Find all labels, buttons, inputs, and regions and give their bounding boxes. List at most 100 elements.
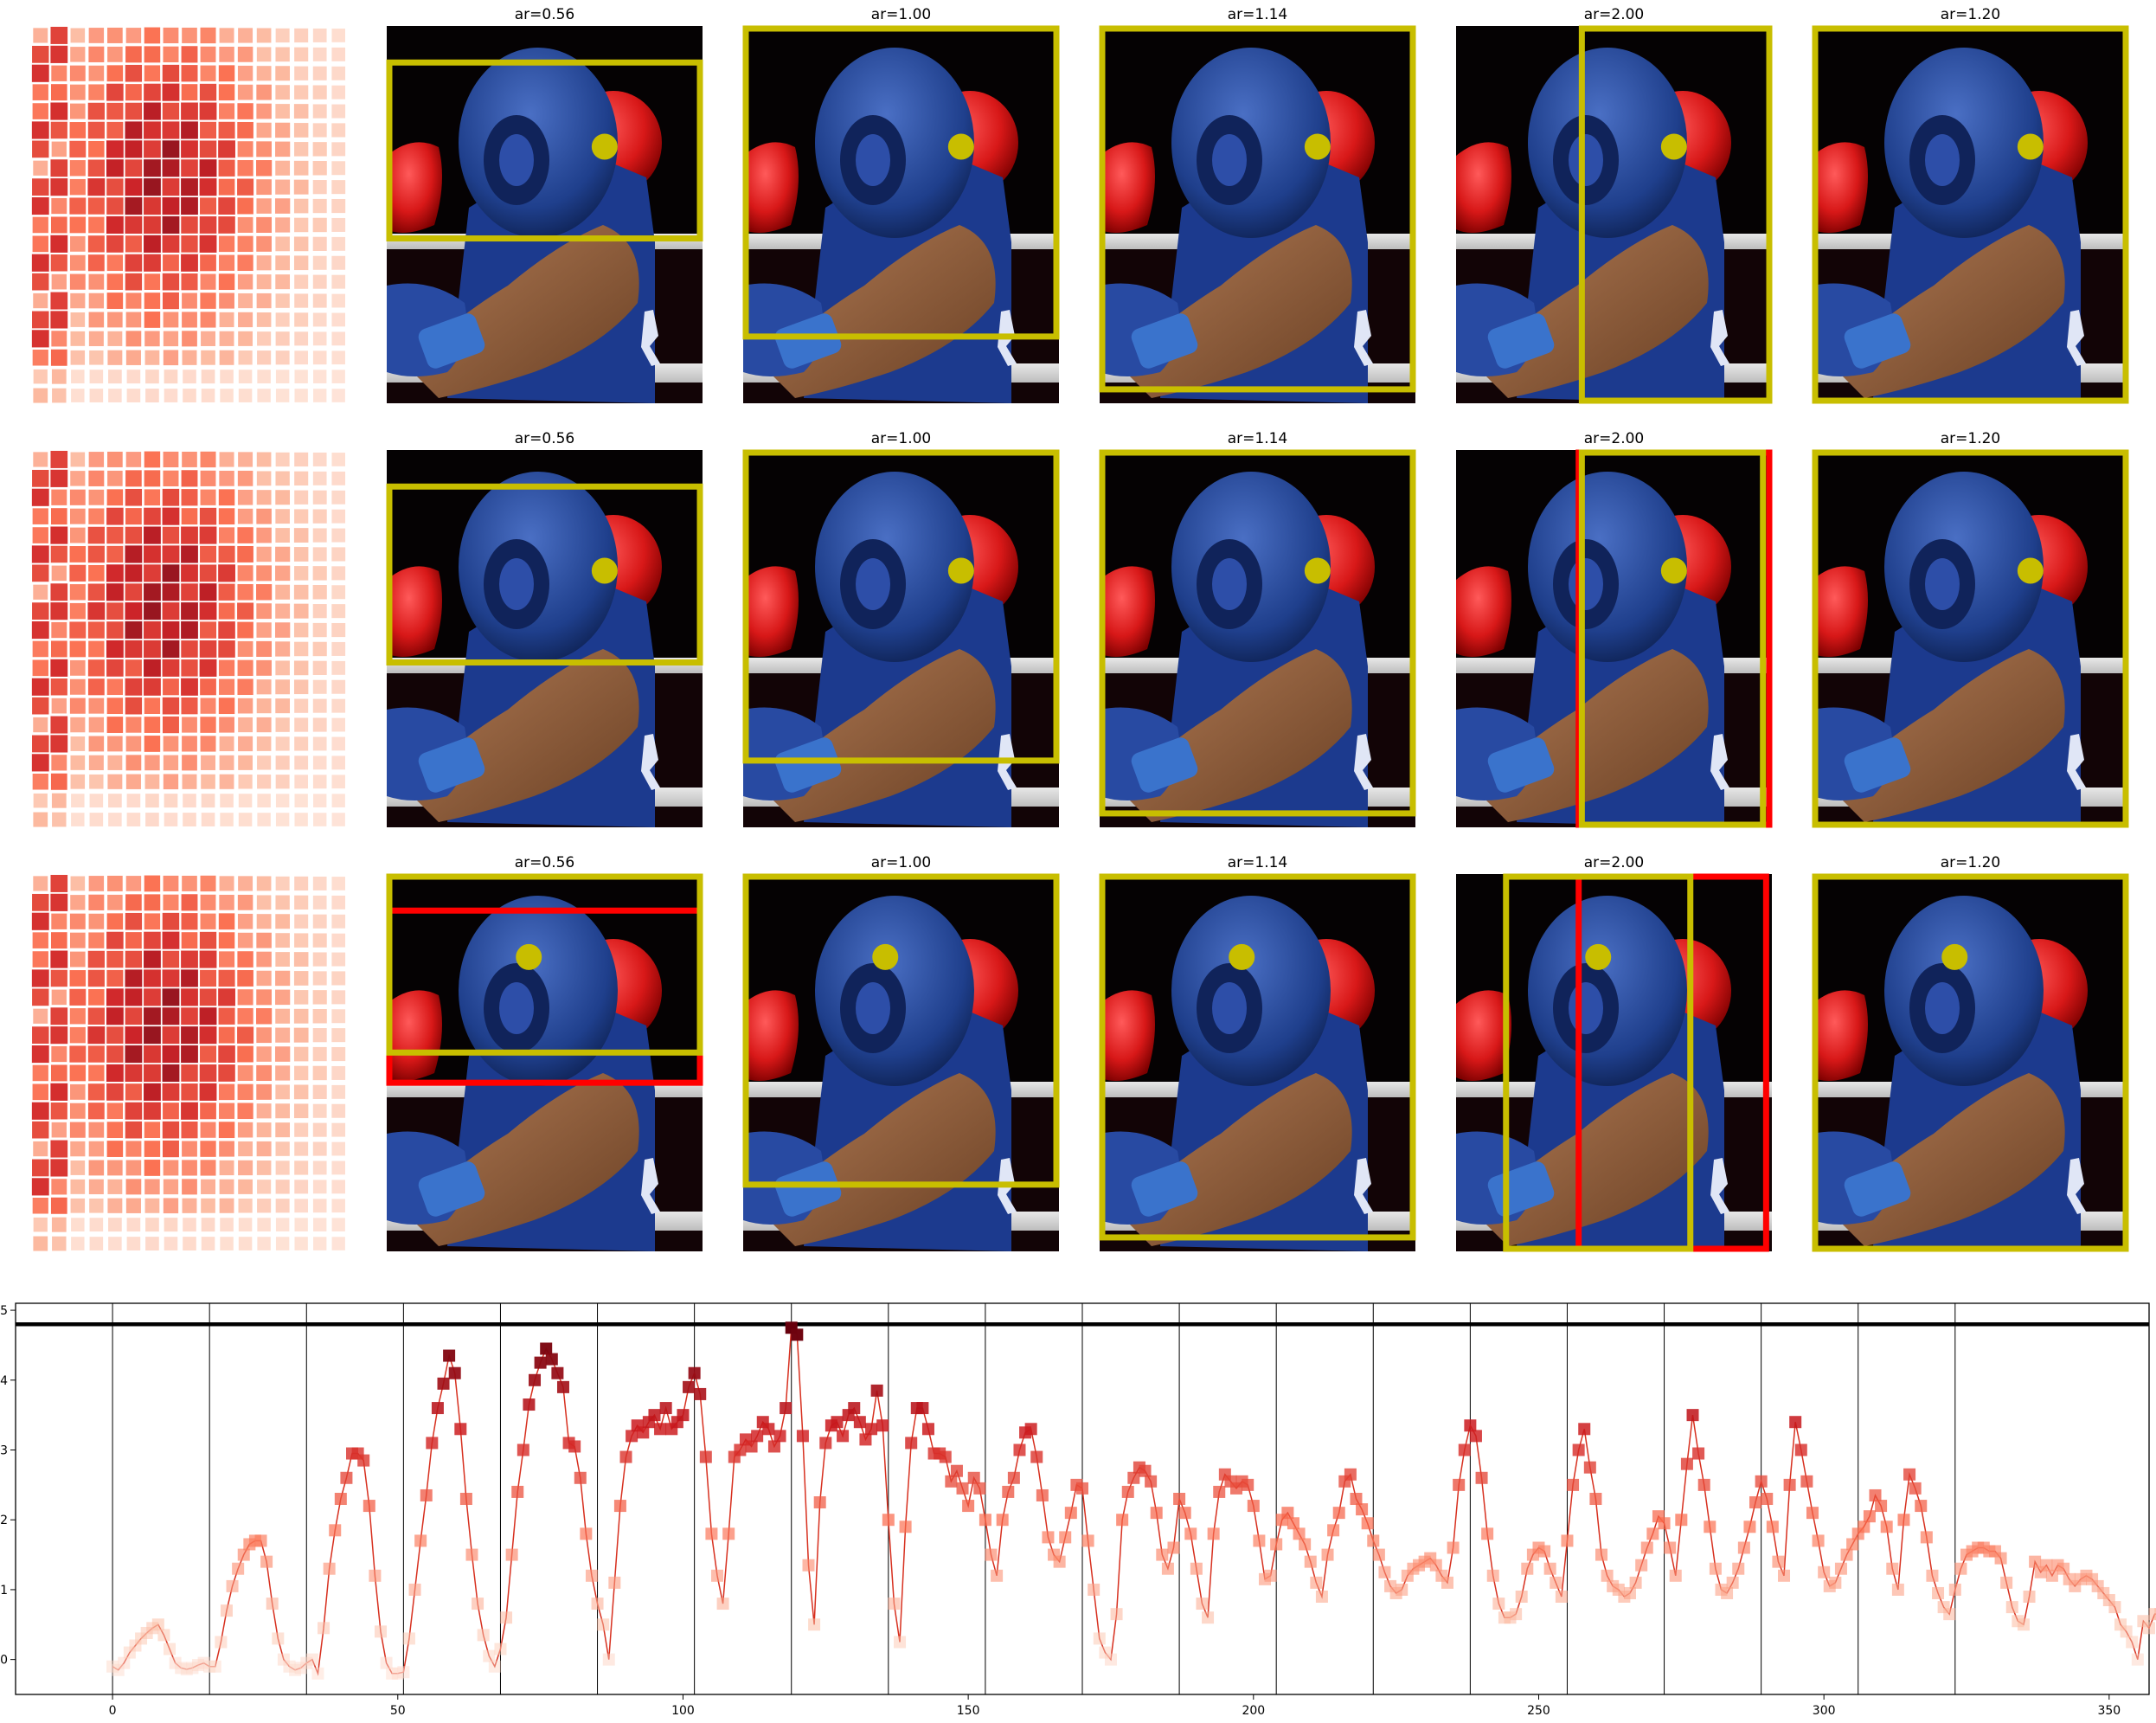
data-point-marker	[1304, 1555, 1317, 1568]
heatmap-cell	[106, 621, 124, 639]
data-point-marker	[888, 1598, 901, 1610]
data-point-marker	[1829, 1576, 1842, 1589]
heatmap-cell	[181, 508, 198, 525]
heatmap-cell	[70, 1083, 86, 1100]
heatmap-cell	[163, 27, 179, 44]
heatmap-cell	[162, 640, 180, 659]
heatmap-cell	[312, 604, 327, 619]
heatmap-cell	[106, 988, 124, 1006]
heatmap-cell	[88, 273, 105, 290]
data-point-marker	[979, 1514, 991, 1527]
data-point-marker	[939, 1450, 952, 1463]
heatmap-cell	[125, 1007, 143, 1025]
heatmap-cell	[293, 1027, 309, 1043]
heatmap-cell	[200, 1103, 216, 1120]
heatmap-cell	[256, 989, 272, 1006]
heatmap-cell	[218, 932, 235, 949]
heatmap-cell	[163, 470, 179, 487]
heatmap-cell	[107, 1160, 123, 1176]
data-point-marker	[602, 1653, 615, 1666]
data-point-marker	[626, 1430, 638, 1443]
heatmap-cell	[164, 1218, 178, 1232]
heatmap-cell	[181, 620, 198, 640]
heatmap-cell	[219, 1179, 234, 1194]
heatmap-cell	[69, 932, 86, 948]
heatmap-cell	[293, 603, 309, 619]
heatmap-cell	[237, 46, 253, 62]
heatmap-cell	[181, 1064, 198, 1082]
heatmap-cell	[238, 293, 253, 309]
heatmap-cell	[218, 216, 235, 234]
heatmap-cell	[181, 659, 198, 677]
heatmap-cell	[88, 913, 105, 929]
data-point-marker	[659, 1402, 672, 1415]
heatmap-cell	[33, 293, 48, 309]
heatmap-cell	[51, 489, 67, 505]
data-point-marker	[1920, 1531, 1933, 1544]
data-point-marker	[1486, 1569, 1499, 1582]
heatmap-cell	[31, 121, 49, 139]
heatmap-cell	[257, 755, 272, 770]
heatmap-cell	[200, 273, 216, 290]
heatmap-cell	[144, 293, 161, 309]
heatmap-cell	[181, 178, 198, 196]
heatmap-cell	[256, 179, 272, 196]
heatmap-cell	[237, 65, 253, 81]
heatmap-cell	[219, 350, 234, 365]
heatmap-cell	[69, 197, 87, 215]
heatmap-cell	[294, 1141, 309, 1156]
heatmap-cell	[181, 602, 198, 620]
heatmap-cell	[33, 717, 48, 733]
heatmap-cell	[312, 85, 327, 100]
heatmap-cell	[144, 65, 161, 82]
heatmap-cell	[331, 1065, 346, 1080]
data-point-marker	[734, 1443, 747, 1456]
data-point-marker	[1202, 1611, 1215, 1624]
heatmap-cell	[144, 774, 160, 789]
heatmap-cell	[162, 659, 180, 677]
photo-panel: ar=1.14	[1099, 6, 1416, 403]
heatmap-cell	[163, 451, 179, 468]
photo-boxer-icon	[1813, 26, 2128, 403]
heatmap-cell	[275, 1122, 291, 1138]
heatmap-cell	[293, 584, 309, 600]
data-point-marker	[780, 1402, 792, 1415]
heatmap-cell	[312, 895, 327, 910]
heatmap-cell	[237, 254, 253, 272]
heatmap-cell	[50, 508, 67, 525]
data-point-marker	[1595, 1548, 1608, 1561]
data-point-marker	[180, 1662, 193, 1675]
heatmap-cell	[256, 698, 272, 714]
heatmap-cell	[70, 452, 86, 467]
heatmap-cell	[125, 717, 142, 733]
data-point-marker	[1378, 1565, 1391, 1578]
heatmap-cell	[256, 970, 272, 987]
heatmap-cell	[125, 912, 143, 930]
data-point-marker	[1834, 1562, 1847, 1575]
heatmap-cell	[275, 660, 290, 676]
heatmap-cell	[275, 141, 291, 158]
panel-title: ar=1.20	[1941, 6, 2001, 23]
heatmap-cell	[331, 914, 346, 929]
heatmap-cell	[144, 1198, 160, 1213]
segment-boundaries	[112, 1303, 1956, 1694]
heatmap-cell	[237, 121, 253, 138]
heatmap-cell	[312, 660, 327, 675]
heatmap-cell	[69, 602, 86, 620]
data-point-marker	[1464, 1419, 1477, 1432]
data-point-marker	[2029, 1555, 2042, 1568]
heatmap-cell	[181, 489, 198, 506]
heatmap-cell	[70, 331, 86, 346]
heatmap-cell	[312, 698, 327, 713]
heatmap-cell	[70, 736, 86, 751]
photo-boxer-icon	[1100, 450, 1415, 827]
data-point-marker	[123, 1646, 136, 1659]
heatmap-cell	[331, 1103, 346, 1118]
data-point-marker	[767, 1440, 780, 1453]
heatmap-cell	[89, 370, 104, 384]
heatmap-cell	[275, 490, 291, 505]
heatmap-cell	[219, 1198, 234, 1213]
heatmap-cell	[331, 123, 346, 138]
heatmap-cell	[125, 988, 143, 1006]
heatmap-cell	[312, 547, 327, 562]
